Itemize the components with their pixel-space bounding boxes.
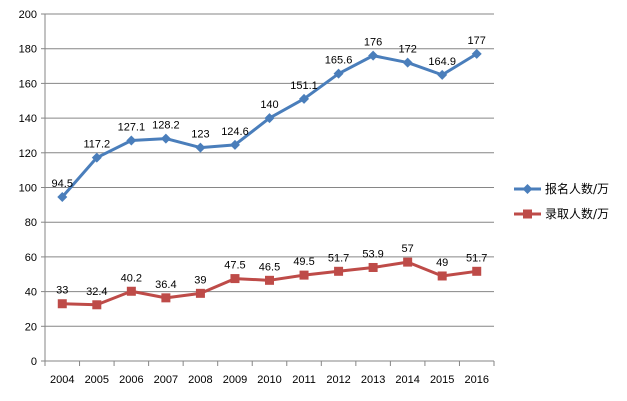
- x-tick-label: 2005: [85, 374, 109, 386]
- data-point: [126, 286, 136, 296]
- data-label: 57: [402, 243, 414, 255]
- data-point: [91, 152, 102, 163]
- data-point: [160, 133, 171, 144]
- y-tick-label: 100: [19, 183, 37, 195]
- data-label: 33: [56, 285, 68, 297]
- data-point: [437, 69, 448, 80]
- data-label: 177: [468, 35, 486, 47]
- data-point: [472, 266, 482, 276]
- grid: [45, 13, 494, 327]
- data-label: 46.5: [259, 261, 280, 273]
- data-label: 172: [398, 44, 416, 56]
- x-tick-label: 2012: [326, 374, 350, 386]
- data-point: [57, 192, 68, 203]
- data-label: 49: [436, 257, 448, 269]
- x-tick-label: 2011: [292, 374, 316, 386]
- data-label: 128.2: [152, 120, 180, 132]
- series: [57, 48, 482, 310]
- y-tick-label: 20: [25, 321, 37, 333]
- data-label: 124.6: [221, 126, 249, 138]
- x-tick-label: 2015: [430, 374, 454, 386]
- data-point: [195, 142, 206, 153]
- y-tick-label: 40: [25, 287, 37, 299]
- data-label: 39: [194, 274, 206, 286]
- y-tick-label: 60: [25, 252, 37, 264]
- data-point: [161, 293, 171, 303]
- data-point: [437, 271, 447, 281]
- data-point: [334, 266, 344, 276]
- data-point: [230, 274, 240, 284]
- data-point: [368, 262, 378, 272]
- data-label: 164.9: [428, 56, 456, 68]
- data-point: [92, 300, 102, 310]
- data-point: [403, 257, 413, 267]
- data-point: [229, 139, 240, 150]
- data-label: 32.4: [86, 286, 107, 298]
- data-label: 123: [191, 129, 209, 141]
- data-label: 140: [260, 99, 278, 111]
- data-label: 40.2: [121, 272, 142, 284]
- data-label: 127.1: [118, 121, 146, 133]
- data-label: 47.5: [224, 260, 245, 272]
- x-tick-label: 2009: [223, 374, 247, 386]
- data-label: 151.1: [290, 80, 318, 92]
- data-label: 36.4: [155, 279, 176, 291]
- x-tick-label: 2006: [119, 374, 143, 386]
- data-label: 51.7: [466, 252, 487, 264]
- legend-label-1: 报名人数/万: [545, 181, 609, 196]
- data-point: [299, 93, 310, 104]
- axes: 0 20 40 60 80 100 120 140 160 180 200 2004 2005 2006 2…: [19, 9, 495, 386]
- legend-marker: [523, 209, 532, 219]
- data-point: [57, 299, 67, 309]
- data-label: 49.5: [293, 256, 314, 268]
- y-tick-label: 0: [31, 356, 37, 368]
- y-tick-label: 180: [19, 44, 37, 56]
- x-tick-label: 2016: [464, 374, 488, 386]
- data-point: [126, 135, 137, 146]
- data-label: 176: [364, 37, 382, 49]
- x-tick-label: 2007: [154, 374, 178, 386]
- data-point: [333, 68, 344, 79]
- x-tick-label: 2008: [188, 374, 212, 386]
- data-point: [264, 113, 275, 124]
- data-label: 94.5: [52, 178, 73, 190]
- x-tick-label: 2013: [361, 374, 385, 386]
- data-label: 117.2: [83, 139, 110, 151]
- y-tick-label: 80: [25, 217, 37, 229]
- y-tick-label: 200: [19, 9, 37, 21]
- y-tick-label: 120: [19, 148, 37, 160]
- legend-label-2: 录取人数/万: [545, 206, 609, 221]
- data-point: [402, 57, 413, 68]
- x-tick-label: 2014: [395, 374, 419, 386]
- y-tick-label: 140: [19, 113, 37, 125]
- data-label: 51.7: [328, 252, 349, 264]
- legend-marker: [522, 184, 533, 194]
- data-point: [368, 50, 379, 61]
- y-tick-label: 160: [19, 78, 37, 90]
- data-labels: 94.5 117.2 127.1 128.2 123 124.6 140 151.1 165.6…: [52, 35, 488, 298]
- data-point: [265, 275, 274, 285]
- data-point: [195, 288, 205, 298]
- data-point: [299, 270, 309, 280]
- data-point: [471, 48, 482, 59]
- data-label: 53.9: [362, 248, 383, 260]
- x-tick-label: 2010: [257, 374, 281, 386]
- x-tick-label: 2004: [50, 374, 74, 386]
- data-label: 165.6: [325, 55, 353, 67]
